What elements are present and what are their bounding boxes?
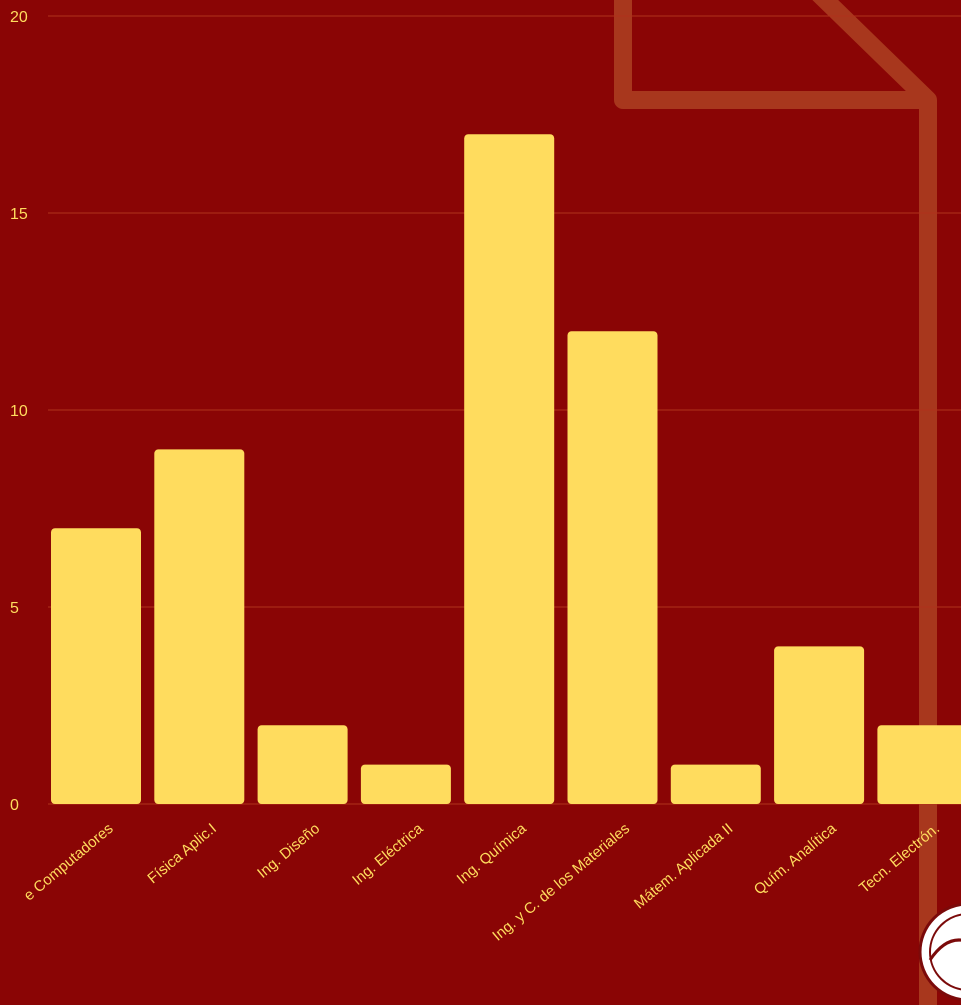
x-category-label: Mátem. Aplicada II [631,820,736,912]
bars [51,134,961,804]
x-category-label: Física Aplic.I [144,820,219,887]
y-tick-label: 20 [10,9,28,26]
x-category-label: Ing. Química [454,820,531,888]
y-tick-label: 10 [10,403,28,420]
bar-7 [774,646,865,804]
bar-6 [670,764,761,804]
y-tick-label: 5 [10,600,19,617]
bar-3 [360,764,451,804]
bar-1 [154,449,245,804]
bar-5 [567,331,658,804]
x-category-label: e Computadores [21,820,117,904]
university-seal-logo [918,903,961,1001]
bar-2 [257,725,348,804]
bar-8 [877,725,961,804]
x-category-label: Quím. Analítica [751,820,840,899]
x-category-label: Ing. Diseño [254,820,323,882]
y-axis-ticks: 0 5 10 15 20 [10,9,28,814]
x-category-label: Ing. Eléctrica [349,820,427,889]
bar-4 [464,134,555,804]
document-outline-decoration [614,0,937,1005]
bar-0 [51,528,141,804]
y-tick-label: 0 [10,797,19,814]
y-tick-label: 15 [10,206,28,223]
x-axis-labels: e Computadores Física Aplic.I Ing. Diseño I… [21,820,943,945]
